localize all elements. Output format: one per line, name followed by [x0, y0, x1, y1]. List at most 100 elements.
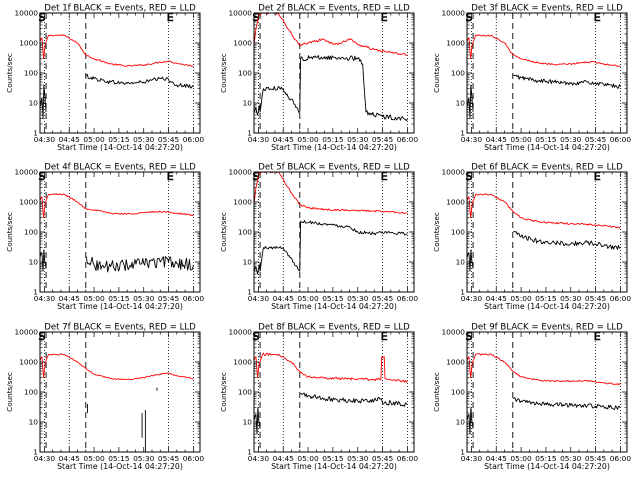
- x-tick-label: 05:30: [560, 454, 582, 463]
- x-axis-label: Start Time (14-Oct-14 04:27:20): [271, 462, 397, 471]
- series-group: [467, 34, 621, 120]
- y-tick-label: 1000: [233, 198, 252, 207]
- y-tick-label: 1000: [19, 358, 38, 367]
- y-tick-label: 10000: [228, 168, 252, 177]
- x-tick-label: 05:00: [83, 135, 105, 144]
- x-axis-label: Start Time (14-Oct-14 04:27:20): [271, 302, 397, 311]
- y-axis: 1 10 100 1000 10000 Counts/sec: [5, 168, 200, 297]
- y-tick-label: 1: [247, 129, 252, 138]
- series-group: [254, 352, 408, 435]
- y-axis: 1 10 100 1000 10000 Counts/sec: [432, 168, 627, 297]
- x-tick-label: 05:30: [347, 454, 369, 463]
- x-tick-label: 04:45: [59, 135, 81, 144]
- plot-frame: [466, 331, 628, 453]
- x-tick-label: 05:15: [535, 135, 557, 144]
- series-group: [40, 353, 194, 452]
- x-tick-label: 05:45: [158, 454, 180, 463]
- y-axis-label: Counts/sec: [5, 53, 14, 93]
- x-tick-label: 05:45: [372, 135, 394, 144]
- x-tick-label: 05:15: [535, 294, 557, 303]
- reference-lines: [44, 172, 194, 292]
- y-tick-label: 10: [29, 258, 39, 267]
- y-tick-label: 100: [24, 69, 38, 78]
- events-series-line: [254, 392, 408, 435]
- x-tick-label: 04:30: [461, 454, 483, 463]
- x-tick-label: 05:00: [83, 294, 105, 303]
- x-tick-label: 05:15: [535, 454, 557, 463]
- x-tick-label: 04:30: [34, 454, 56, 463]
- plot-frame: [253, 171, 415, 293]
- x-tick-label: 05:30: [347, 135, 369, 144]
- reference-lines: [471, 332, 621, 452]
- x-tick-label: 06:00: [397, 454, 419, 463]
- y-axis-label: Counts/sec: [219, 372, 228, 412]
- y-tick-label: 1000: [19, 39, 38, 48]
- y-tick-label: 10: [243, 418, 253, 427]
- x-tick-label: 06:00: [397, 135, 419, 144]
- y-tick-label: 10: [29, 418, 39, 427]
- y-tick-label: 1000: [233, 39, 252, 48]
- y-tick-label: 1000: [19, 198, 38, 207]
- end-marker: E: [381, 11, 388, 24]
- x-axis-label: Start Time (14-Oct-14 04:27:20): [484, 462, 610, 471]
- y-tick-label: 1: [247, 288, 252, 297]
- y-axis: 1 10 100 1000 10000 Counts/sec: [219, 328, 414, 457]
- x-tick-label: 06:00: [183, 135, 205, 144]
- y-tick-label: 10000: [441, 168, 465, 177]
- y-axis: 1 10 100 1000 10000 Counts/sec: [432, 9, 627, 138]
- x-tick-label: 06:00: [397, 294, 419, 303]
- reference-lines: [471, 13, 621, 133]
- panel-title: Det 5f BLACK = Events, RED = LLD: [258, 163, 410, 173]
- x-tick-label: 05:30: [133, 135, 155, 144]
- x-axis: 04:30 04:45 05:00 05:15 05:30 05:45 06:00Start…: [34, 332, 205, 471]
- panel-title: Det 2f BLACK = Events, RED = LLD: [258, 4, 410, 14]
- x-axis: 04:30 04:45 05:00 05:15 05:30 05:45 06:00Start…: [34, 172, 204, 311]
- x-axis: 04:30 04:45 05:00 05:15 05:30 05:45 06:00Start…: [461, 332, 631, 471]
- x-axis-label: Start Time (14-Oct-14 04:27:20): [57, 462, 183, 471]
- x-tick-label: 04:30: [248, 454, 270, 463]
- plot-frame: [253, 331, 415, 453]
- x-axis: 04:30 04:45 05:00 05:15 05:30 05:45 06:00Start…: [34, 13, 205, 152]
- x-axis-label: Start Time (14-Oct-14 04:27:20): [484, 302, 610, 311]
- lld-series-line: [467, 353, 621, 386]
- y-tick-label: 100: [238, 388, 252, 397]
- y-tick-label: 100: [451, 69, 465, 78]
- x-tick-label: 06:00: [610, 135, 632, 144]
- x-tick-label: 04:45: [486, 135, 508, 144]
- x-tick-label: 05:30: [560, 294, 582, 303]
- events-series-line: [467, 397, 621, 435]
- x-axis: 04:30 04:45 05:00 05:15 05:30 05:45 06:00Start…: [461, 13, 632, 152]
- y-tick-label: 1: [460, 288, 465, 297]
- x-axis-label: Start Time (14-Oct-14 04:27:20): [271, 143, 397, 152]
- plot-frame: [39, 171, 201, 293]
- y-axis-label: Counts/sec: [432, 212, 441, 252]
- y-tick-label: 10: [456, 418, 466, 427]
- y-axis: 1 10 100 1000 10000 Counts/sec: [219, 168, 414, 297]
- x-tick-label: 05:00: [297, 454, 319, 463]
- x-tick-label: 04:45: [59, 454, 81, 463]
- x-tick-label: 05:30: [347, 294, 369, 303]
- x-axis: 04:30 04:45 05:00 05:15 05:30 05:45 06:00Start…: [248, 332, 419, 471]
- y-axis-label: Counts/sec: [5, 212, 14, 252]
- reference-lines: [44, 332, 194, 452]
- plot-frame: [466, 171, 628, 293]
- reference-lines: [258, 332, 408, 452]
- y-tick-label: 10000: [14, 328, 38, 337]
- end-marker: E: [381, 330, 388, 343]
- x-tick-label: 05:00: [510, 454, 532, 463]
- y-tick-label: 10000: [441, 328, 465, 337]
- y-tick-label: 1: [247, 448, 252, 457]
- y-tick-label: 100: [238, 228, 252, 237]
- x-tick-label: 05:30: [560, 135, 582, 144]
- x-tick-label: 04:45: [273, 294, 295, 303]
- panel-title: Det 7f BLACK = Events, RED = LLD: [44, 323, 196, 333]
- reference-lines: [471, 172, 621, 292]
- x-tick-label: 05:45: [372, 294, 394, 303]
- x-tick-label: 06:00: [183, 454, 205, 463]
